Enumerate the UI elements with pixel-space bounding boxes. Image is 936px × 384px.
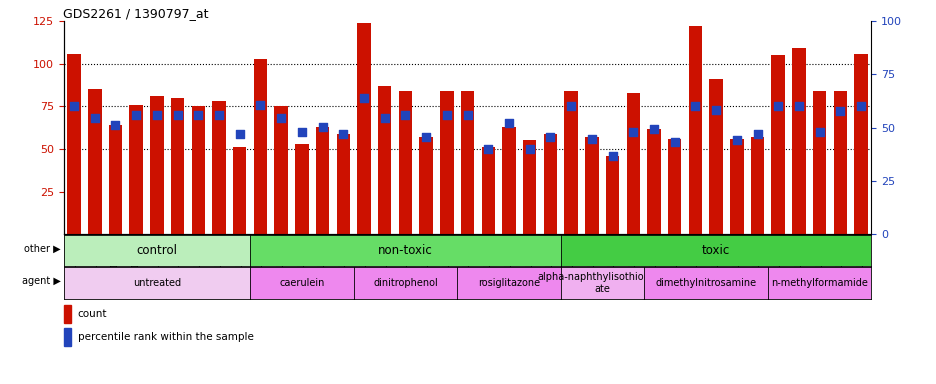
Bar (750, 137, 764, 234)
Bar (419, 137, 432, 234)
Point (377, 115, 392, 121)
Point (687, 103, 702, 109)
Bar (109, 125, 122, 234)
Bar (729, 139, 743, 234)
Point (87, 115, 102, 121)
Bar (709, 79, 722, 234)
Bar (440, 91, 453, 234)
Bar (357, 23, 371, 234)
Bar (399, 91, 412, 234)
Text: count: count (78, 309, 107, 319)
Bar (254, 59, 267, 234)
Bar (64, 305, 71, 323)
Text: alpha-naphthylisothiocyan
ate: alpha-naphthylisothiocyan ate (536, 272, 666, 294)
Bar (688, 26, 701, 234)
Bar (295, 144, 308, 234)
Point (770, 103, 785, 109)
Point (812, 129, 826, 135)
Text: n-methylformamide: n-methylformamide (770, 278, 867, 288)
Point (232, 131, 247, 137)
Bar (150, 96, 164, 234)
Bar (67, 53, 80, 234)
Point (646, 126, 661, 132)
Bar (647, 129, 660, 234)
Point (108, 122, 123, 128)
Text: control: control (137, 244, 177, 257)
Text: caerulein: caerulein (279, 278, 324, 288)
Text: agent ▶: agent ▶ (22, 276, 61, 286)
Point (749, 131, 764, 137)
Point (294, 129, 309, 135)
Text: percentile rank within the sample: percentile rank within the sample (78, 332, 254, 342)
Bar (377, 86, 391, 234)
Bar (274, 106, 287, 234)
Point (542, 134, 557, 140)
Point (584, 136, 599, 142)
Bar (315, 127, 329, 234)
Point (791, 103, 806, 109)
Bar (606, 156, 619, 234)
Point (853, 103, 868, 109)
Point (418, 134, 433, 140)
Bar (233, 147, 246, 234)
Bar (667, 139, 680, 234)
Bar (584, 137, 598, 234)
Point (480, 146, 495, 152)
Point (335, 131, 350, 137)
Text: untreated: untreated (133, 278, 181, 288)
Bar (854, 53, 867, 234)
Point (398, 112, 413, 118)
Text: other ▶: other ▶ (24, 244, 61, 254)
Point (356, 95, 371, 101)
Point (314, 124, 329, 130)
Bar (812, 91, 826, 234)
Text: toxic: toxic (701, 244, 729, 257)
Point (212, 112, 227, 118)
Bar (129, 105, 143, 234)
Bar (481, 147, 494, 234)
Text: non-toxic: non-toxic (377, 244, 432, 257)
Point (708, 107, 723, 113)
Bar (563, 91, 578, 234)
Bar (626, 93, 639, 234)
Bar (191, 106, 205, 234)
Point (253, 102, 268, 108)
Bar (88, 89, 101, 234)
Point (191, 112, 206, 118)
Point (439, 112, 454, 118)
Point (128, 112, 143, 118)
Bar (461, 91, 474, 234)
Point (563, 103, 578, 109)
Point (460, 112, 475, 118)
Point (728, 137, 743, 144)
Bar (336, 134, 350, 234)
Bar (64, 328, 71, 346)
Point (832, 108, 847, 114)
Point (149, 112, 164, 118)
Point (666, 139, 681, 145)
Point (170, 112, 185, 118)
Text: dinitrophenol: dinitrophenol (373, 278, 437, 288)
Bar (170, 98, 184, 234)
Bar (522, 141, 535, 234)
Bar (770, 55, 784, 234)
Bar (502, 127, 515, 234)
Point (521, 146, 536, 152)
Point (273, 115, 288, 121)
Point (501, 120, 516, 126)
Bar (833, 91, 846, 234)
Bar (791, 48, 805, 234)
Point (605, 153, 620, 159)
Text: GDS2261 / 1390797_at: GDS2261 / 1390797_at (63, 7, 208, 20)
Text: dimethylnitrosamine: dimethylnitrosamine (654, 278, 755, 288)
Bar (212, 101, 226, 234)
Point (66, 103, 81, 109)
Point (625, 129, 640, 135)
Bar (543, 134, 557, 234)
Text: rosiglitazone: rosiglitazone (477, 278, 539, 288)
